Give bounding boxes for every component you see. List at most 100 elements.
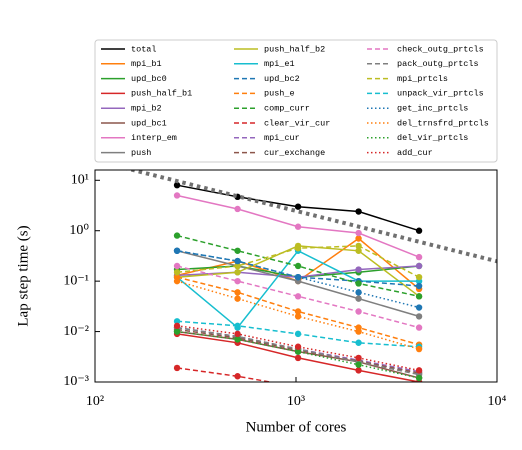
y-tick-label: 10⁻¹ (63, 273, 89, 288)
series-marker (173, 192, 181, 199)
series-marker (294, 354, 302, 362)
legend-label: mpi_prtcls (397, 74, 448, 84)
y-tick-label: 10⁻² (63, 324, 89, 339)
series-marker (234, 257, 241, 265)
series-marker (234, 205, 241, 213)
series-marker (173, 181, 181, 189)
x-axis-label: Number of cores (246, 419, 347, 435)
series-marker (234, 247, 241, 254)
series-marker (355, 289, 362, 296)
series-line (176, 250, 420, 309)
legend-label: pack_outg_prtcls (397, 59, 479, 69)
series-marker (355, 361, 362, 368)
series-marker (234, 269, 241, 276)
series-marker (234, 295, 241, 302)
series-marker (415, 293, 423, 300)
series-marker (415, 304, 423, 311)
series-marker (355, 229, 362, 237)
legend-label: comp_curr (264, 103, 310, 113)
y-tick-label: 10⁻³ (63, 374, 89, 389)
series-marker (234, 289, 241, 296)
series-marker (294, 223, 302, 230)
series-marker (355, 295, 362, 302)
series-marker (415, 262, 423, 270)
legend-box (94, 39, 498, 163)
legend-label: mpi_e1 (264, 59, 295, 69)
series-marker (294, 343, 302, 350)
series-marker (415, 324, 423, 331)
series-marker (355, 235, 362, 242)
series-marker (234, 336, 241, 343)
legend-label: push (131, 148, 151, 158)
series-marker (234, 322, 241, 330)
series-line (124, 170, 497, 264)
legend-label: get_inc_prtcls (397, 103, 468, 113)
legend-label: del_trnsfrd_prtcls (397, 118, 489, 128)
legend-label: upd_bc1 (131, 118, 167, 128)
series-marker (173, 277, 181, 285)
legend-label: push_half_b2 (264, 44, 325, 54)
series-marker (234, 277, 241, 285)
series-line (177, 330, 420, 379)
legend-label: check_outg_prtcls (397, 44, 484, 54)
series-marker (173, 247, 181, 254)
series-marker (294, 203, 302, 210)
series-marker (415, 282, 423, 290)
series-marker (294, 348, 302, 355)
series-marker (355, 280, 362, 287)
series-marker (294, 245, 302, 252)
series-marker (415, 273, 423, 281)
plot-area (124, 170, 497, 411)
series-marker (234, 330, 241, 338)
series-marker (415, 253, 423, 261)
series-marker (355, 394, 361, 400)
series-marker (355, 367, 362, 374)
series-marker (355, 339, 362, 346)
series-marker (234, 373, 241, 380)
series-marker (173, 318, 181, 325)
y-tick-label: 10¹ (71, 173, 89, 188)
series-marker (294, 308, 302, 315)
legend-label: push_half_b1 (131, 89, 192, 99)
series-marker (173, 328, 181, 335)
series-marker (294, 330, 302, 338)
legend-label: mpi_cur (264, 133, 300, 143)
series-marker (294, 262, 302, 270)
series-marker (415, 227, 423, 234)
series-marker (294, 313, 302, 320)
legend-label: total (131, 44, 157, 54)
y-tick-label: 10⁰ (69, 223, 89, 238)
series-marker (173, 364, 181, 372)
legend-label: cur_exchange (264, 148, 325, 158)
legend-label: mpi_b1 (131, 59, 162, 69)
series-marker (415, 374, 423, 382)
series-marker (415, 313, 423, 320)
series-line (176, 276, 420, 346)
series-marker (173, 232, 181, 239)
series-marker (355, 242, 362, 250)
series-marker (355, 354, 362, 362)
series-line (176, 367, 275, 382)
x-tick-label: 10⁴ (488, 394, 507, 409)
series-marker (294, 273, 302, 281)
legend-label: push_e (264, 89, 295, 99)
series-marker (416, 405, 422, 411)
series-marker (234, 262, 241, 270)
series-marker (355, 247, 362, 254)
y-axis-label: Lap step time (s) (15, 225, 31, 326)
legend-label: upd_bc0 (131, 74, 167, 84)
series-marker (415, 345, 423, 353)
series-marker (355, 266, 362, 273)
series-marker (295, 384, 301, 390)
x-tick-label: 10² (86, 394, 104, 409)
x-tick-label: 10³ (287, 394, 305, 409)
series-marker (173, 322, 181, 330)
legend-label: interp_em (131, 133, 177, 143)
series-line (177, 325, 420, 372)
legend-label: del_vir_prtcls (397, 133, 468, 143)
series-marker (355, 208, 362, 215)
series-marker (173, 269, 181, 276)
series-marker (415, 367, 423, 374)
legend-label: add_cur (397, 148, 433, 158)
